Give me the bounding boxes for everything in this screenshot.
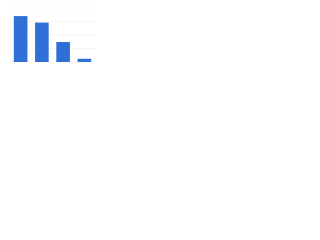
bar [56,42,70,62]
bar [35,22,49,62]
page: {"chart_data": {"type": "bar", "categori… [0,0,100,71]
bar [77,58,92,62]
chart [10,7,95,63]
bar [13,16,28,63]
